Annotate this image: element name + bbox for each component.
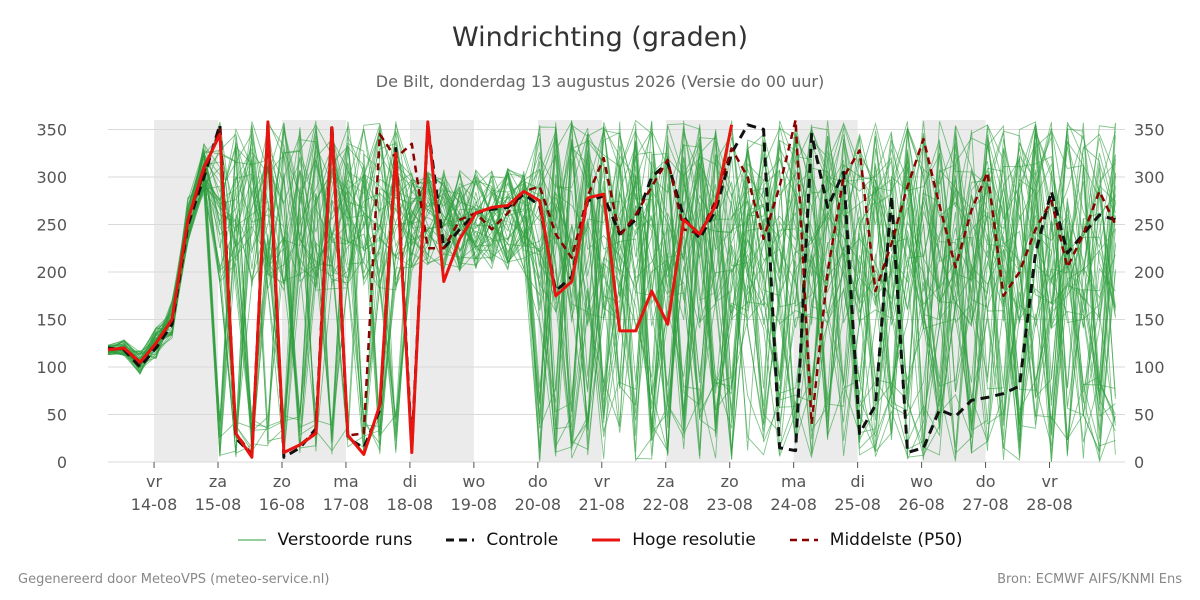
y-tick-right-250: 250 — [1134, 216, 1165, 235]
legend-swatch-control — [446, 538, 475, 542]
y-tick-left-50: 50 — [47, 406, 67, 425]
series-hoge-resolutie — [107, 120, 734, 459]
x-tick-day-4: di — [403, 472, 418, 491]
main-series — [107, 118, 1117, 459]
axes: 0 0 50 50 100 100 150 150 200 200 250 250 300 300 350 3… — [36, 121, 1164, 515]
x-tick-day-1: za — [209, 472, 227, 491]
y-tick-right-100: 100 — [1134, 358, 1165, 377]
y-tick-left-200: 200 — [36, 263, 67, 282]
legend-label-p50: Middelste (P50) — [829, 530, 963, 550]
x-tick-date-8: 22-08 — [643, 495, 690, 514]
ensemble-run-36 — [107, 128, 1116, 460]
ensemble-run-39 — [107, 132, 1116, 462]
x-tick-date-5: 19-08 — [451, 495, 498, 514]
x-tick-date-4: 18-08 — [387, 495, 434, 514]
x-tick-date-10: 24-08 — [770, 495, 817, 514]
x-tick-day-10: ma — [781, 472, 806, 491]
ensemble-run-42 — [107, 129, 1116, 460]
ensemble-run-14 — [107, 125, 1116, 458]
x-tick-day-5: wo — [462, 472, 485, 491]
legend-item-hires: Hoge resolutie — [592, 530, 756, 550]
x-tick-day-6: do — [528, 472, 548, 491]
legend-label-hires: Hoge resolutie — [632, 530, 756, 550]
x-tick-date-13: 27-08 — [962, 495, 1009, 514]
y-tick-right-0: 0 — [1134, 453, 1144, 472]
x-tick-day-3: ma — [333, 472, 358, 491]
x-tick-date-2: 16-08 — [259, 495, 306, 514]
legend-label-ensemble: Verstoorde runs — [277, 530, 413, 550]
legend-item-ensemble: Verstoorde runs — [237, 530, 413, 550]
x-tick-day-2: zo — [273, 472, 291, 491]
x-tick-day-13: do — [976, 472, 996, 491]
x-tick-day-7: vr — [594, 472, 610, 491]
y-tick-left-300: 300 — [36, 168, 67, 187]
footer-source: Bron: ECMWF AIFS/KNMI Ens — [997, 572, 1182, 587]
x-tick-day-11: di — [850, 472, 865, 491]
x-tick-day-0: vr — [146, 472, 162, 491]
y-tick-left-150: 150 — [36, 311, 67, 330]
x-tick-date-6: 20-08 — [515, 495, 562, 514]
series-middelste-p50- — [108, 118, 1117, 456]
x-tick-date-0: 14-08 — [131, 495, 178, 514]
legend-swatch-ensemble — [237, 539, 266, 541]
y-tick-right-50: 50 — [1134, 406, 1154, 425]
x-tick-day-8: za — [657, 472, 675, 491]
x-tick-day-12: wo — [910, 472, 933, 491]
chart-subtitle: De Bilt, donderdag 13 augustus 2026 (Ver… — [375, 72, 825, 91]
y-tick-left-250: 250 — [36, 216, 67, 235]
chart-title: Windrichting (graden) — [451, 22, 749, 53]
x-tick-date-1: 15-08 — [195, 495, 242, 514]
y-tick-left-100: 100 — [36, 358, 67, 377]
x-tick-day-9: zo — [721, 472, 739, 491]
legend-item-p50: Middelste (P50) — [789, 530, 963, 550]
legend-swatch-p50 — [789, 538, 818, 542]
ensemble-run-43 — [107, 133, 1116, 459]
ensemble-run-41 — [107, 123, 1116, 460]
legend-label-control: Controle — [486, 530, 559, 550]
y-tick-right-150: 150 — [1134, 311, 1165, 330]
y-tick-right-300: 300 — [1134, 168, 1165, 187]
footer-generated-by: Gegenereerd door MeteoVPS (meteo-service… — [18, 572, 330, 587]
x-tick-date-11: 25-08 — [834, 495, 881, 514]
x-tick-date-9: 23-08 — [706, 495, 753, 514]
y-tick-left-350: 350 — [36, 121, 67, 140]
ensemble-run-47 — [107, 121, 1116, 453]
x-tick-date-7: 21-08 — [579, 495, 626, 514]
y-tick-right-350: 350 — [1134, 121, 1165, 140]
y-tick-left-0: 0 — [57, 453, 67, 472]
legend-swatch-hires — [592, 538, 621, 542]
x-tick-date-12: 26-08 — [898, 495, 945, 514]
legend-item-control: Controle — [446, 530, 558, 550]
x-tick-date-3: 17-08 — [323, 495, 370, 514]
legend: Verstoorde runs Controle Hoge resolutie … — [0, 530, 1200, 550]
x-tick-day-14: vr — [1042, 472, 1058, 491]
x-tick-date-14: 28-08 — [1026, 495, 1073, 514]
y-tick-right-200: 200 — [1134, 263, 1165, 282]
